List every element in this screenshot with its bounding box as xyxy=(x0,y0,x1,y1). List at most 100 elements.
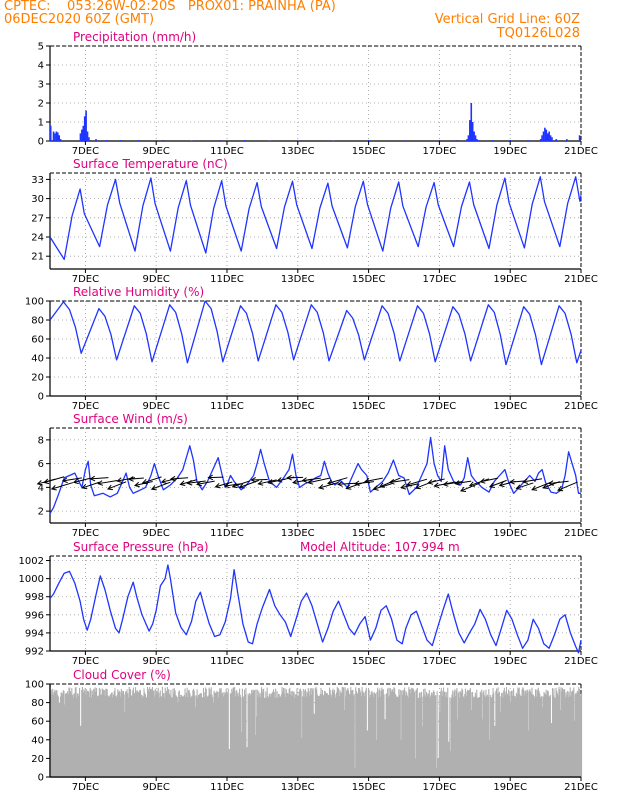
cloud-bar xyxy=(282,688,285,777)
cloud-bar xyxy=(459,697,461,777)
precip-bar xyxy=(55,131,58,141)
precip-bar xyxy=(56,132,59,141)
precip-bar xyxy=(539,139,542,141)
wind-arrow-head xyxy=(460,486,467,492)
y-tick-label: 0 xyxy=(38,392,44,403)
cloud-bar xyxy=(466,691,468,777)
cloud-bar xyxy=(374,693,377,777)
cloud-bar xyxy=(447,741,450,777)
cloud-bar xyxy=(507,694,509,777)
cloud-bar xyxy=(554,697,556,777)
precip-bar xyxy=(297,140,299,141)
cloud-bar xyxy=(241,688,243,777)
cloud-bar xyxy=(349,694,351,777)
precip-bar xyxy=(467,135,470,141)
cloud-bar xyxy=(281,687,283,777)
cloud-bar xyxy=(270,693,273,777)
cloud-bar xyxy=(366,730,368,777)
cloud-bar xyxy=(498,691,500,777)
cloud-bar xyxy=(52,688,54,777)
wind-arrow-head xyxy=(292,479,299,485)
wind-arrow-head xyxy=(509,478,515,485)
cloud-bar xyxy=(504,695,506,777)
cloud-bar xyxy=(163,697,166,777)
cloud-bar xyxy=(319,695,321,777)
cloud-bar xyxy=(76,697,78,777)
precip-bar xyxy=(473,131,475,141)
cloud-bar xyxy=(213,690,215,777)
humidity-line xyxy=(49,300,582,366)
x-tick-label: 11DEC xyxy=(210,146,244,157)
cloud-bar xyxy=(551,723,553,777)
cloud-bar xyxy=(422,696,424,777)
cloud-bar xyxy=(222,692,224,777)
cloud-bar xyxy=(191,695,193,777)
cloud-bar xyxy=(256,716,258,777)
wind-arrow xyxy=(107,481,127,490)
cloud-bar xyxy=(448,741,450,777)
precip-bar xyxy=(105,140,108,141)
wind-speed-line xyxy=(49,436,581,514)
cloud-bar xyxy=(467,689,469,777)
cloud-bar xyxy=(413,689,415,777)
cloud-bar xyxy=(391,691,393,777)
cloud-bar xyxy=(228,749,230,777)
cloud-bar xyxy=(161,686,163,777)
x-tick-label: 11DEC xyxy=(210,274,244,285)
cloud-bar xyxy=(506,693,508,777)
cloud-bar xyxy=(294,694,297,777)
cloud-bar xyxy=(96,688,98,777)
cloud-bar xyxy=(296,688,298,777)
cloud-bar xyxy=(186,687,188,777)
cloud-bar xyxy=(119,691,121,777)
x-tick-label: 17DEC xyxy=(423,274,457,285)
precip-bar xyxy=(81,129,83,141)
cloud-bar xyxy=(178,690,180,777)
x-tick-label: 19DEC xyxy=(493,401,527,412)
precip-bar xyxy=(527,140,529,141)
cloud-bar xyxy=(185,696,187,777)
cloud-bar xyxy=(240,697,242,777)
wind-arrow-head xyxy=(81,483,88,490)
cloud-bar xyxy=(298,691,300,777)
cloud-bar xyxy=(573,687,575,777)
cloud-bar xyxy=(60,692,62,777)
cloud-bar xyxy=(470,692,472,777)
cloud-bar xyxy=(258,691,260,777)
cloud-bar xyxy=(237,692,239,777)
cloud-bar xyxy=(323,690,326,777)
cloud-bar xyxy=(133,693,135,777)
cloud-bar xyxy=(338,688,340,777)
cloud-bar xyxy=(357,687,360,777)
y-tick-label: 5 xyxy=(38,42,44,53)
cloud-bar xyxy=(224,692,226,777)
cloud-bar xyxy=(517,687,519,777)
cloud-bar xyxy=(188,690,190,777)
cloud-bar xyxy=(361,687,363,777)
cloud-bar xyxy=(276,691,278,777)
cloud-bar xyxy=(363,692,365,777)
wind-arrow-head xyxy=(405,481,412,487)
cloud-bar xyxy=(299,688,301,777)
cloud-bar xyxy=(183,696,185,777)
wind-arrow xyxy=(208,476,224,479)
wind-arrow xyxy=(51,482,74,490)
cloud-bar xyxy=(537,687,539,777)
cloud-bar xyxy=(407,697,409,777)
cloud-bar xyxy=(282,691,284,777)
cloud-bar xyxy=(161,696,163,777)
cloud-bar xyxy=(314,688,316,777)
cloud-bar xyxy=(546,694,548,777)
x-tick-label: 11DEC xyxy=(210,401,244,412)
wind-arrow-head xyxy=(548,480,554,486)
cloud-bar xyxy=(404,695,406,777)
cloud-bar xyxy=(200,693,202,777)
cloud-bar xyxy=(180,695,183,777)
cloud-bar xyxy=(513,695,515,777)
cloud-bar xyxy=(79,687,81,777)
wind-arrow xyxy=(469,478,490,487)
cloud-bar xyxy=(574,694,576,777)
cloud-bar xyxy=(202,697,204,777)
cloud-bar xyxy=(242,696,244,777)
cloud-bar xyxy=(70,693,72,777)
